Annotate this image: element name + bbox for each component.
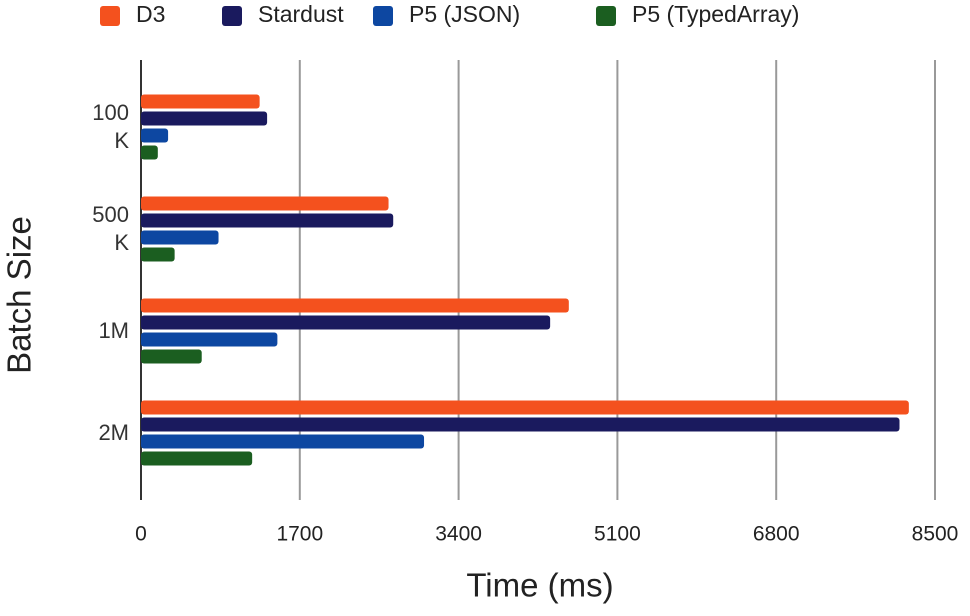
bar	[141, 349, 202, 364]
y-tick-label: 100 K	[92, 100, 129, 153]
legend-swatch	[222, 6, 242, 26]
bar	[141, 213, 394, 228]
bar	[141, 400, 909, 415]
legend-label: Stardust	[258, 1, 344, 27]
y-tick-label: 500 K	[92, 202, 129, 255]
x-tick-label: 1700	[276, 523, 323, 546]
bar	[141, 434, 425, 449]
bar	[141, 230, 219, 245]
bar	[141, 451, 253, 466]
legend-swatch	[596, 6, 616, 26]
y-tick-label: 2M	[98, 420, 129, 445]
legend-label: P5 (JSON)	[409, 1, 520, 27]
bar	[141, 298, 569, 313]
x-tick-label: 8500	[912, 523, 959, 546]
bar	[141, 94, 260, 109]
x-axis-title: Time (ms)	[466, 567, 613, 604]
x-tick-label: 6800	[753, 523, 800, 546]
bar	[141, 247, 175, 262]
x-tick-label: 5100	[594, 523, 641, 546]
bar	[141, 417, 900, 432]
bar	[141, 145, 158, 160]
bar	[141, 111, 268, 126]
x-tick-label: 0	[135, 523, 147, 546]
bar	[141, 315, 551, 330]
y-tick-label: 1M	[98, 318, 129, 343]
bar	[141, 128, 169, 143]
bar	[141, 196, 389, 211]
legend-label: D3	[136, 1, 165, 27]
legend-swatch	[100, 6, 120, 26]
y-axis-title: Batch Size	[1, 216, 38, 374]
x-tick-label: 3400	[435, 523, 482, 546]
legend-label: P5 (TypedArray)	[632, 1, 799, 27]
bar	[141, 332, 278, 347]
legend-swatch	[373, 6, 393, 26]
